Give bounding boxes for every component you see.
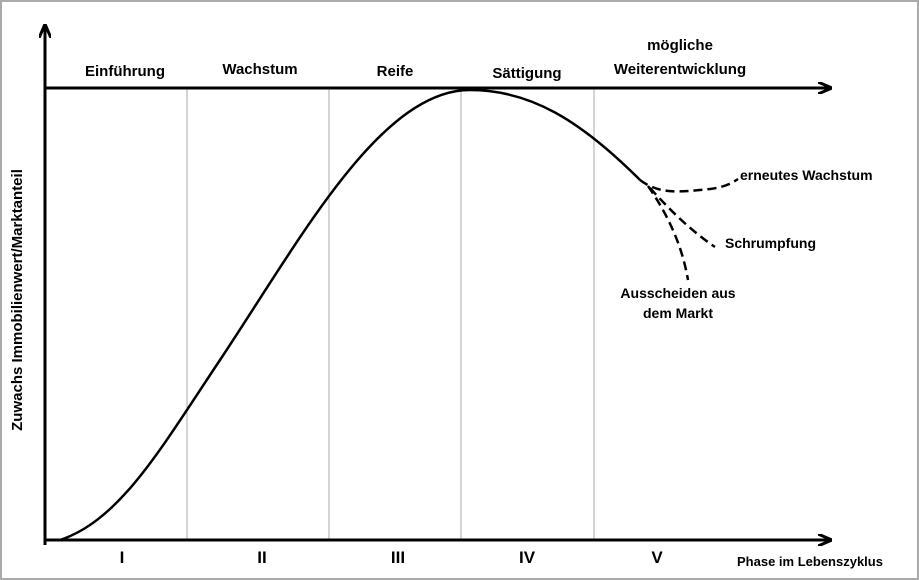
branches: [639, 177, 739, 281]
phase-name: Sättigung: [492, 65, 561, 82]
branch-label: erneutes Wachstum: [740, 167, 873, 183]
branch-label: dem Markt: [643, 305, 713, 321]
phase-numeral: II: [257, 548, 266, 567]
phase-name: Einführung: [85, 63, 165, 80]
lifecycle-curve: [59, 88, 641, 542]
phase-numeral: III: [391, 548, 405, 567]
phase-numeral: I: [120, 548, 125, 567]
branch-label: Ausscheiden aus: [620, 285, 735, 301]
phase-name: Weiterentwicklung: [614, 61, 746, 78]
phase-name: mögliche: [647, 37, 713, 54]
phase-name: Reife: [377, 63, 414, 80]
phase-numeral: IV: [519, 548, 536, 567]
phase-name: Wachstum: [222, 61, 297, 78]
x-axis-label: Phase im Lebenszyklus: [737, 554, 883, 569]
phase-dividers: [186, 88, 595, 540]
branch-label: Schrumpfung: [725, 235, 816, 251]
phase-numeral: V: [651, 548, 663, 567]
y-axis-label: Zuwachs Immobilienwert/Marktanteil: [9, 169, 26, 431]
